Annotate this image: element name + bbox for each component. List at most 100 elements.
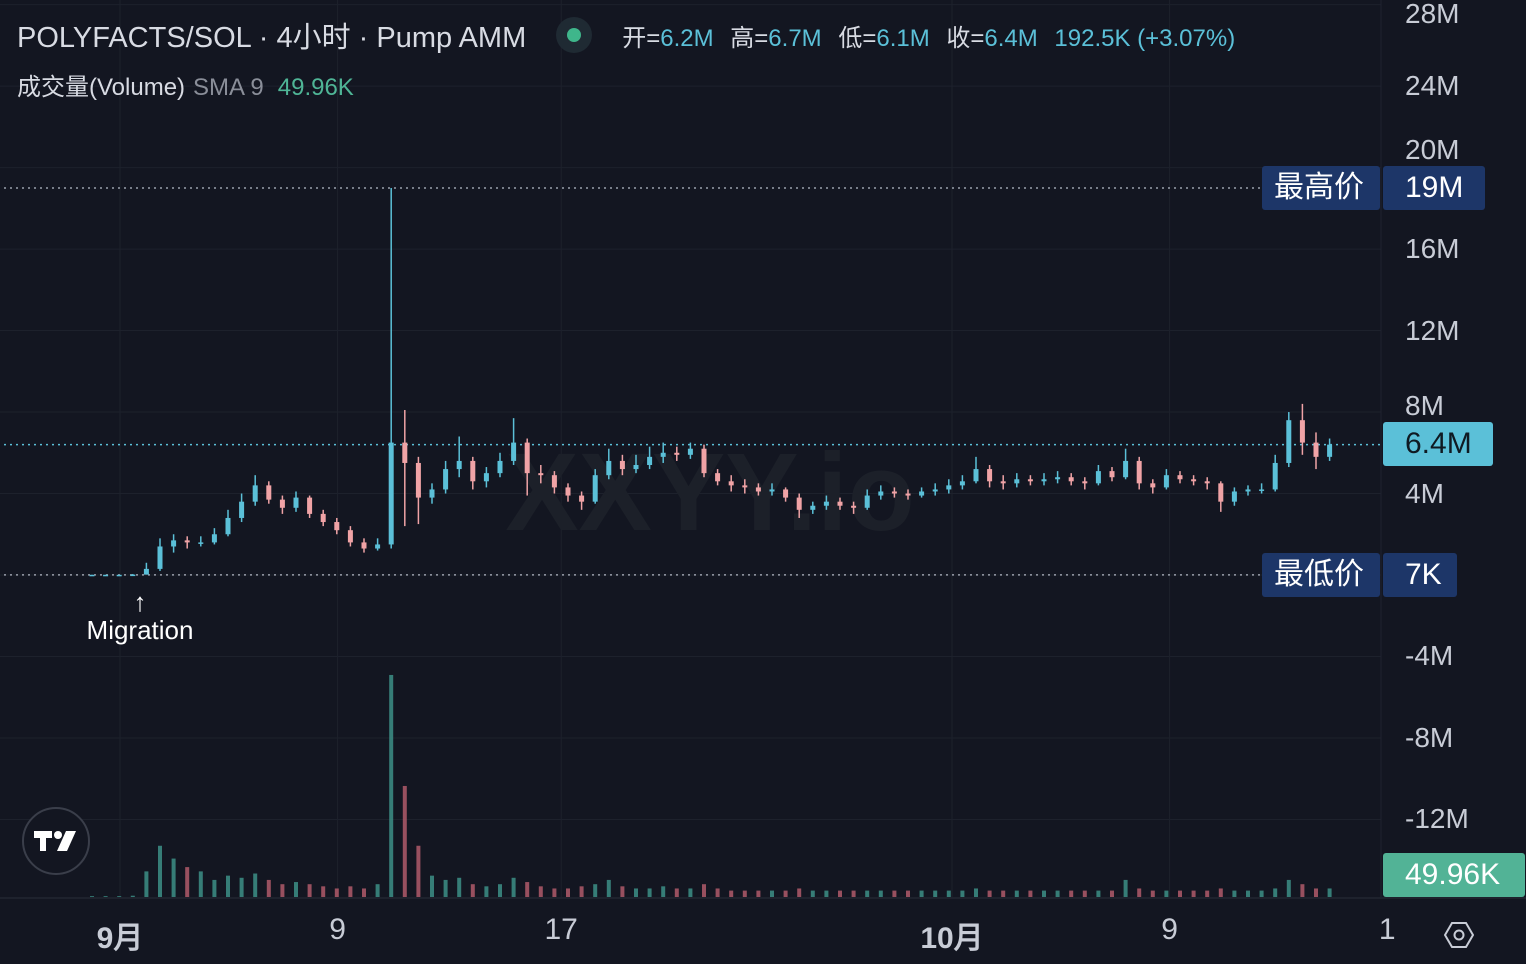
- candle-body: [1027, 479, 1033, 482]
- volume-bar: [171, 858, 176, 897]
- candle-body: [959, 481, 965, 486]
- volume-bar: [470, 884, 475, 897]
- candle-body: [1177, 475, 1183, 480]
- candle-body: [565, 487, 571, 496]
- volume-bar: [933, 890, 938, 897]
- candle-body: [443, 469, 449, 490]
- volume-bar: [1205, 890, 1210, 897]
- migration-label: Migration: [86, 615, 194, 645]
- volume-bar: [960, 890, 965, 897]
- candle-body: [103, 574, 109, 577]
- candle-body: [769, 489, 775, 492]
- candle-body: [279, 499, 285, 508]
- candle-body: [687, 448, 693, 455]
- candle-body: [701, 448, 707, 474]
- close-key: 收=: [946, 24, 985, 52]
- candle-body: [429, 489, 435, 498]
- volume-bar: [634, 888, 638, 897]
- volume-bar: [212, 879, 217, 897]
- volume-bar: [661, 886, 666, 897]
- volume-bar: [362, 888, 366, 897]
- change-value: 192.5K (+3.07%): [1054, 24, 1236, 52]
- candle-body: [334, 522, 340, 531]
- price-axis-label: 16M: [1405, 233, 1460, 265]
- live-status-indicator: [556, 17, 593, 53]
- volume-bar: [402, 785, 407, 897]
- volume-bar: [1314, 888, 1318, 897]
- tradingview-logo[interactable]: [22, 807, 90, 875]
- volume-bar: [1137, 888, 1142, 897]
- volume-bar: [946, 890, 951, 897]
- candle-body: [851, 505, 857, 508]
- high-price-label: 最高价: [1262, 166, 1380, 210]
- volume-bar: [457, 877, 462, 897]
- volume-bar: [688, 888, 693, 897]
- volume-bar: [1028, 890, 1033, 897]
- open-key: 开=: [622, 24, 661, 52]
- symbol-title[interactable]: POLYFACTS/SOL · 4小时 · Pump AMM: [17, 22, 527, 54]
- volume-bar: [1218, 888, 1223, 897]
- volume-bar: [756, 890, 761, 897]
- high-value: 6.7M: [768, 24, 822, 52]
- volume-bar: [1164, 890, 1169, 897]
- price-axis-label: 28M: [1405, 0, 1460, 29]
- volume-bar: [1300, 884, 1305, 897]
- low-value: 6.1M: [876, 24, 930, 52]
- settings-icon[interactable]: [1444, 920, 1474, 950]
- candle-body: [1109, 471, 1115, 478]
- candle-body: [728, 481, 734, 486]
- candle-body: [266, 485, 272, 500]
- volume-bar: [702, 884, 706, 897]
- volume-bar: [552, 888, 557, 897]
- candle-body: [1204, 481, 1210, 484]
- volume-bar: [1150, 890, 1155, 897]
- grid: [0, 0, 1381, 897]
- volume-bar: [1232, 890, 1237, 897]
- volume-bar: [742, 890, 747, 897]
- candle-body: [130, 574, 136, 577]
- volume-bar: [430, 875, 434, 897]
- time-axis-label: 9: [1161, 913, 1178, 946]
- volume-bar: [1246, 890, 1250, 897]
- volume-bar: [674, 888, 679, 897]
- candle-body: [973, 469, 979, 482]
- volume-bar: [389, 674, 394, 897]
- volume-legend[interactable]: 成交量(Volume) SMA 9 49.96K: [17, 67, 354, 102]
- volume-bar: [185, 867, 190, 897]
- volume-bar: [851, 890, 856, 897]
- candle-body: [606, 460, 612, 476]
- candle-body: [905, 493, 911, 496]
- volume-bar: [1286, 879, 1291, 897]
- candle-body: [633, 465, 639, 470]
- volume-bar: [1042, 890, 1046, 897]
- status-dot-icon: [567, 28, 582, 42]
- candle-body: [456, 460, 462, 470]
- candle-body: [592, 475, 598, 502]
- candle-body: [837, 501, 843, 506]
- volume-bar: [715, 888, 720, 897]
- candle-body: [1000, 481, 1006, 484]
- price-axis-label: 8M: [1405, 390, 1444, 421]
- volume-bar: [416, 845, 421, 897]
- candle-body: [755, 487, 761, 492]
- candle-body: [143, 568, 149, 575]
- price-axis-label: 4M: [1405, 477, 1444, 509]
- volume-bar: [484, 886, 489, 897]
- candle-body: [1095, 471, 1101, 484]
- candle-body: [551, 475, 557, 488]
- volume-bar: [1082, 890, 1087, 897]
- volume-bar: [334, 888, 339, 897]
- candle-body: [783, 489, 789, 498]
- candle-body: [361, 542, 367, 549]
- candle-body: [1231, 491, 1237, 502]
- volume-bar: [729, 890, 734, 897]
- open-value: 6.2M: [660, 24, 714, 52]
- volume-bars: [90, 674, 1332, 897]
- price-axis-label: 12M: [1405, 314, 1460, 346]
- candle-body: [810, 505, 816, 510]
- volume-bar: [770, 890, 774, 897]
- candle-body: [619, 460, 625, 470]
- candle-body: [198, 542, 204, 544]
- high-key: 高=: [730, 24, 769, 52]
